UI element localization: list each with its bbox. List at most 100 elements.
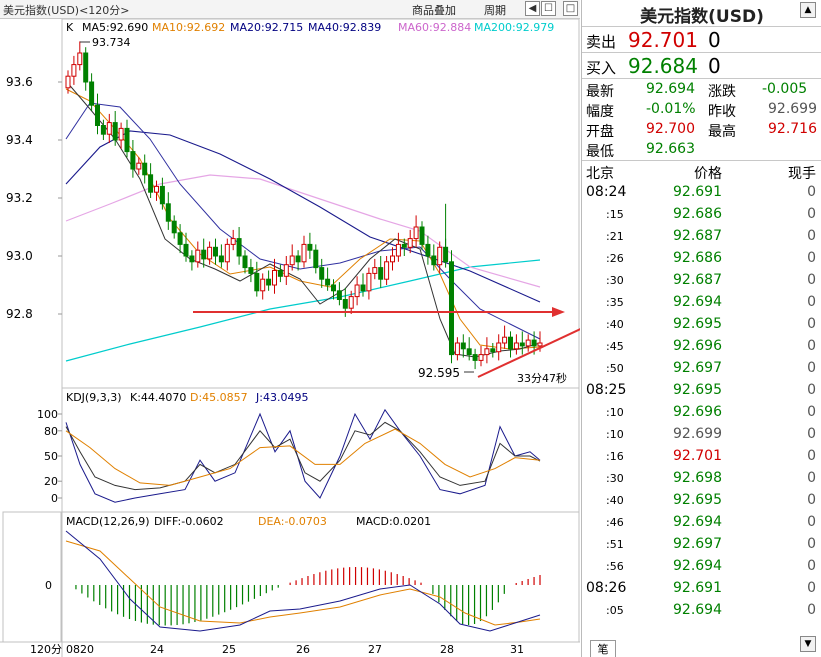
kdj-legend-item: KDJ(9,3,3) [66, 391, 122, 404]
x-axis-date: 31 [510, 643, 524, 656]
candle-body [449, 261, 454, 356]
maximize-icon[interactable]: □ [563, 1, 578, 16]
candle-body [342, 299, 348, 309]
support-arrow-head [552, 307, 565, 317]
high-label: 最高 [708, 124, 736, 140]
x-axis-date: 24 [150, 643, 164, 656]
candle-body [195, 249, 201, 263]
tick-time: :50 [606, 362, 624, 375]
tick-row: :45 92.696 0 [582, 336, 821, 358]
macd-zero-tick: 0 [45, 579, 52, 592]
tick-price: 92.695 [673, 316, 722, 332]
amplitude-value: -0.01% [646, 101, 696, 117]
tab-trades[interactable]: 笔 [590, 640, 616, 657]
kdj-y-tick: 0 [51, 492, 58, 505]
tick-price: 92.686 [673, 250, 722, 266]
chart-title-bar: 美元指数(USD)<120分> 商品叠加 周期 ◀ ☐ □ [0, 0, 580, 19]
candle-body [460, 342, 466, 350]
tick-row: :16 92.701 0 [582, 446, 821, 468]
candle-body [425, 243, 431, 257]
period-button[interactable]: 周期 [484, 4, 506, 17]
tick-row: :40 92.695 0 [582, 490, 821, 512]
x-axis-date: 27 [368, 643, 382, 656]
tick-row: :10 92.696 0 [582, 402, 821, 424]
tick-price: 92.699 [673, 426, 722, 442]
ma40-line [65, 130, 541, 303]
candle-body [525, 339, 531, 347]
candle-body [100, 125, 106, 135]
candle-body [496, 342, 502, 353]
kdj-y-axis: 100 80 50 20 0 [37, 408, 62, 505]
overlay-commodity-button[interactable]: 商品叠加 [412, 4, 456, 17]
scroll-down-icon[interactable]: ▼ [800, 636, 816, 652]
tick-row: :05 92.694 0 [582, 600, 821, 622]
candle-body [118, 127, 124, 141]
tick-row: :26 92.686 0 [582, 248, 821, 270]
tick-price: 92.694 [673, 514, 722, 530]
scroll-up-icon[interactable]: ▲ [800, 2, 816, 18]
latest-label: 最新 [586, 84, 614, 100]
countdown-label: 33分47秒 [517, 371, 567, 385]
ma-legend-item: MA10:92.692 [152, 21, 225, 34]
kdj-y-tick: 80 [44, 425, 58, 438]
tick-time: 08:24 [586, 184, 627, 200]
ma5-line [65, 80, 541, 358]
ma200-line [65, 259, 541, 362]
tick-row: :51 92.697 0 [582, 534, 821, 556]
tick-volume: 0 [807, 470, 816, 486]
candle-body [95, 104, 100, 126]
tick-time: :40 [606, 494, 624, 507]
tick-time: :10 [606, 428, 624, 441]
candle-body [254, 272, 260, 292]
x-axis-date: 0820 [66, 643, 94, 656]
candle-body [272, 270, 277, 286]
tick-price: 92.687 [673, 228, 722, 244]
sell-price: 92.701 [628, 28, 698, 52]
tick-time: :05 [606, 604, 624, 617]
main-chart-label: K [66, 21, 74, 34]
candle-body [201, 249, 207, 260]
candle-body [354, 284, 360, 298]
candle-body [378, 267, 384, 280]
tick-price: 92.691 [673, 184, 722, 200]
candle-body [395, 243, 401, 257]
tick-volume: 0 [807, 316, 816, 332]
tick-row: :50 92.697 0 [582, 358, 821, 380]
tick-volume: 0 [807, 206, 816, 222]
kdj-d-line [65, 428, 541, 486]
amplitude-label: 幅度 [586, 104, 614, 120]
tick-price: 92.694 [673, 602, 722, 618]
x-axis-date: 25 [222, 643, 236, 656]
tick-time: :51 [606, 538, 624, 551]
restore-icon[interactable]: ☐ [541, 1, 556, 16]
tick-price: 92.698 [673, 470, 722, 486]
period-label: 120分 [30, 643, 62, 656]
nav-left-icon[interactable]: ◀ [525, 1, 540, 16]
candle-body [248, 267, 254, 274]
tick-time: 08:25 [586, 382, 627, 398]
tick-volume: 0 [807, 492, 816, 508]
prev-close-value: 92.699 [768, 101, 817, 117]
tick-time: :16 [606, 450, 624, 463]
sell-volume: 0 [708, 28, 721, 52]
trend-arrow-line [477, 328, 580, 378]
main-y-axis: 93.6 93.4 93.2 93.0 92.8 [6, 75, 62, 321]
main-y-tick: 93.0 [6, 249, 33, 263]
chart-area[interactable]: K MA5:92.690 MA10:92.692 MA20:92.715 MA40:9… [0, 19, 580, 657]
low-value: 92.663 [646, 141, 695, 157]
x-axis-date: 26 [296, 643, 310, 656]
tick-price: 92.697 [673, 360, 722, 376]
tick-price: 92.687 [673, 272, 722, 288]
candle-body [136, 162, 142, 170]
tick-time: :45 [606, 340, 624, 353]
tick-row: :46 92.694 0 [582, 512, 821, 534]
tick-volume: 0 [807, 426, 816, 442]
macd-side-box [2, 511, 62, 643]
x-axis-dates: 0820 24 25 26 27 28 31 [66, 643, 524, 656]
tick-row: :30 92.687 0 [582, 270, 821, 292]
macd-histogram [75, 567, 541, 626]
tick-list[interactable]: 08:24 92.691 0:15 92.686 0:21 92.687 0:26 92.68… [582, 182, 821, 622]
candle-body [283, 264, 289, 277]
kdj-legend: KDJ(9,3,3) K:44.4070 D:45.0857 J:43.0495 [66, 391, 308, 404]
main-y-tick: 93.2 [6, 191, 33, 205]
